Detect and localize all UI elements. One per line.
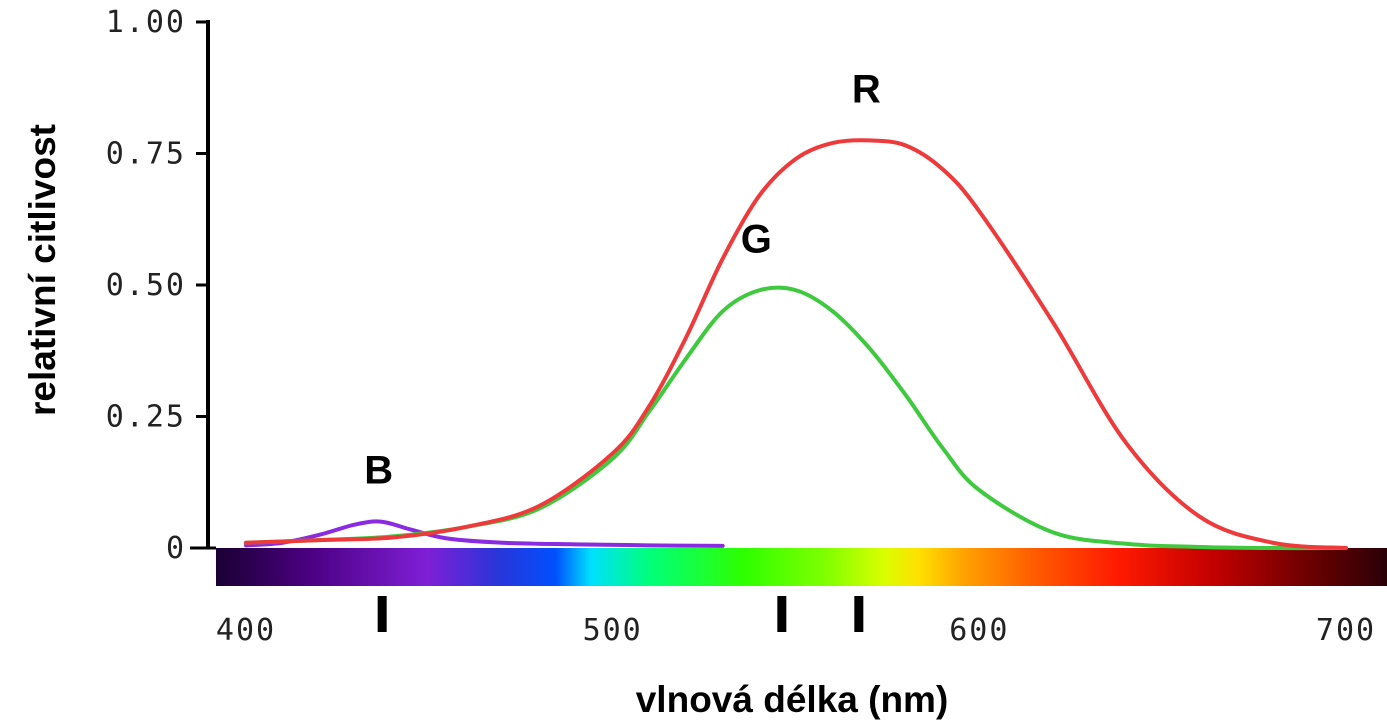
peak-marker xyxy=(377,596,387,632)
x-tick-label: 600 xyxy=(949,613,1009,648)
curve-labels: R G B xyxy=(364,67,881,492)
curve-label-b: B xyxy=(364,449,393,493)
curve-label-r: R xyxy=(852,67,881,111)
green-cone-curve xyxy=(244,285,1348,551)
y-ticks: 0 0.25 0.50 0.75 1.00 xyxy=(106,5,208,566)
curve-label-g: G xyxy=(741,217,772,261)
red-cone-curve xyxy=(244,138,1348,550)
y-axis-title: relativní citlivost xyxy=(22,124,63,416)
y-tick-label: 0.25 xyxy=(106,400,186,435)
x-axis-title: vlnová délka (nm) xyxy=(636,679,949,720)
y-tick-label: 0 xyxy=(166,531,186,566)
peak-marker xyxy=(854,596,864,632)
sensitivity-curves xyxy=(244,138,1348,551)
x-tick-label: 700 xyxy=(1316,613,1376,648)
x-ticks: 400 500 600 700 xyxy=(216,613,1376,648)
peak-markers xyxy=(377,596,864,632)
peak-marker xyxy=(777,596,787,632)
blue-cone-curve xyxy=(244,519,725,548)
y-tick-label: 0.50 xyxy=(106,268,186,303)
y-tick-label: 1.00 xyxy=(106,5,186,40)
spectrum-bar xyxy=(216,548,1387,586)
x-tick-label: 400 xyxy=(216,613,276,648)
y-tick-label: 0.75 xyxy=(106,137,186,172)
x-tick-label: 500 xyxy=(583,613,643,648)
